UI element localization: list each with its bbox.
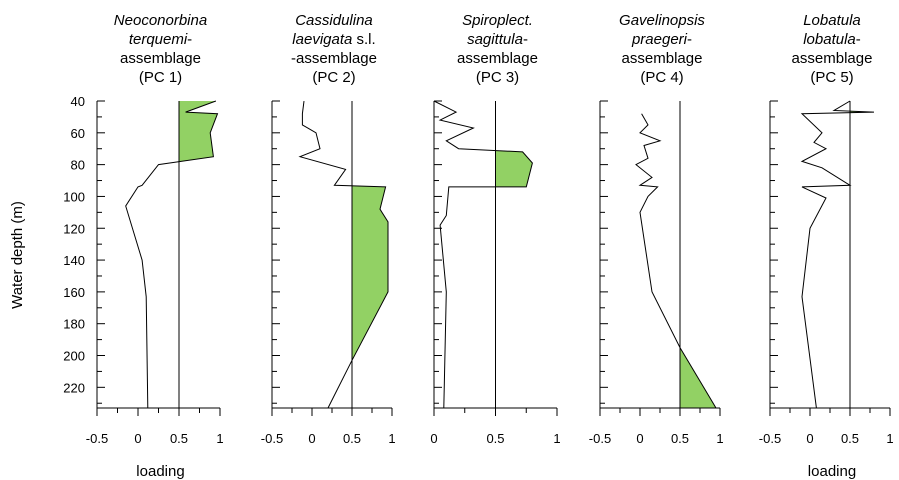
panel-2-title-part: (PC 2) bbox=[312, 69, 355, 86]
panel-4-title-line-4: (PC 4) bbox=[640, 69, 683, 86]
panel-5-x-tick-label: -0.5 bbox=[759, 431, 781, 446]
y-tick-label-220: 220 bbox=[63, 380, 85, 395]
panel-4-title-line-3: assemblage bbox=[622, 50, 703, 67]
panel-5-x-tick-label: 0 bbox=[806, 431, 813, 446]
panel-2-fill-area bbox=[352, 185, 388, 361]
panel-5-title-part: assemblage bbox=[792, 50, 873, 67]
panel-4-title-line-2: praegeri- bbox=[631, 31, 692, 48]
y-tick-label-100: 100 bbox=[63, 189, 85, 204]
panel-5-x-axis-label: loading bbox=[808, 463, 856, 480]
y-axis-label: Water depth (m) bbox=[9, 201, 26, 309]
panel-4-title-part: (PC 4) bbox=[640, 69, 683, 86]
panel-1-x-tick-label: 1 bbox=[216, 431, 223, 446]
panel-1-x-axis-label: loading bbox=[136, 463, 184, 480]
panel-3-x-tick-label: 0 bbox=[430, 431, 437, 446]
panel-3-title-part: assemblage bbox=[457, 50, 538, 67]
panel-1-title-part: (PC 1) bbox=[139, 69, 182, 86]
panel-2-title-line-3: -assemblage bbox=[291, 50, 377, 67]
panel-1-title-line-2: terquemi- bbox=[129, 31, 192, 48]
panel-1-x-tick-label: 0 bbox=[134, 431, 141, 446]
panel-2-x-tick-label: 1 bbox=[388, 431, 395, 446]
panel-4-title-part: praegeri bbox=[631, 31, 688, 48]
panel-2-loading-curve bbox=[298, 100, 389, 409]
panel-5-title-part: Lobatula bbox=[803, 12, 861, 29]
panel-5-title-line-1: Lobatula bbox=[803, 12, 861, 29]
panel-4-title-line-1: Gavelinopsis bbox=[619, 12, 705, 29]
panel-3-title-part: sagittula bbox=[467, 31, 523, 48]
panel-1-title-part: terquemi bbox=[129, 31, 188, 48]
panel-5-title-part: lobatula bbox=[803, 31, 856, 48]
panel-2-title-part: s.l. bbox=[352, 31, 375, 48]
panel-4-x-tick-label: 0.5 bbox=[671, 431, 689, 446]
panel-4-title-part: - bbox=[687, 31, 692, 48]
panel-5-title-part: (PC 5) bbox=[810, 69, 853, 86]
panel-1-title-line-3: assemblage bbox=[120, 50, 201, 67]
panel-5-loading-curve bbox=[800, 100, 875, 409]
y-tick-label-200: 200 bbox=[63, 349, 85, 364]
panel-3-x-tick-label: 1 bbox=[553, 431, 560, 446]
panel-3-fill-area bbox=[495, 150, 533, 187]
panel-2-title-part: -assemblage bbox=[291, 50, 377, 67]
panel-1-title-line-4: (PC 1) bbox=[139, 69, 182, 86]
panel-5-x-tick-label: 1 bbox=[886, 431, 893, 446]
panel-4-title-part: Gavelinopsis bbox=[619, 12, 705, 29]
panel-5-title-line-4: (PC 5) bbox=[810, 69, 853, 86]
panel-3-title-part: Spiroplect. bbox=[462, 12, 533, 29]
panel-1-loading-curve bbox=[125, 100, 219, 409]
panel-5-title-part: - bbox=[856, 31, 861, 48]
panel-4-x-tick-label: -0.5 bbox=[589, 431, 611, 446]
panel-4-x-tick-label: 1 bbox=[716, 431, 723, 446]
panel-2-title-line-2: laevigata s.l. bbox=[292, 31, 375, 48]
panel-2-title-line-1: Cassidulina bbox=[295, 12, 373, 29]
panel-2-title-part: Cassidulina bbox=[295, 12, 373, 29]
panel-3-title-line-2: sagittula- bbox=[467, 31, 528, 48]
panel-3-title-line-4: (PC 3) bbox=[476, 69, 519, 86]
panel-2-x-tick-label: 0 bbox=[308, 431, 315, 446]
y-tick-label-180: 180 bbox=[63, 317, 85, 332]
panel-4-loading-curve bbox=[635, 113, 717, 409]
panel-3-x-tick-label: 0.5 bbox=[486, 431, 504, 446]
panel-1-title-part: - bbox=[187, 31, 192, 48]
y-tick-label-160: 160 bbox=[63, 285, 85, 300]
panel-5-x-tick-label: 0.5 bbox=[841, 431, 859, 446]
panel-3-loading-curve bbox=[433, 100, 533, 409]
panel-3-title-line-1: Spiroplect. bbox=[462, 12, 533, 29]
panel-1-x-tick-label: -0.5 bbox=[86, 431, 108, 446]
panel-1-x-tick-label: 0.5 bbox=[170, 431, 188, 446]
panel-3-title-part: (PC 3) bbox=[476, 69, 519, 86]
panel-5-title-line-3: assemblage bbox=[792, 50, 873, 67]
y-tick-label-120: 120 bbox=[63, 221, 85, 236]
panel-4-x-tick-label: 0 bbox=[636, 431, 643, 446]
panel-1-fill-area bbox=[179, 101, 218, 162]
y-tick-label-60: 60 bbox=[71, 126, 85, 141]
y-tick-label-80: 80 bbox=[71, 158, 85, 173]
panel-3-title-line-3: assemblage bbox=[457, 50, 538, 67]
panel-2-x-tick-label: -0.5 bbox=[261, 431, 283, 446]
y-tick-label-140: 140 bbox=[63, 253, 85, 268]
panel-1-title-line-1: Neoconorbina bbox=[114, 12, 207, 29]
panel-2-title-line-4: (PC 2) bbox=[312, 69, 355, 86]
panel-5-title-line-2: lobatula- bbox=[803, 31, 861, 48]
panel-3-title-part: - bbox=[523, 31, 528, 48]
y-tick-label-40: 40 bbox=[71, 94, 85, 109]
panel-1-title-part: assemblage bbox=[120, 50, 201, 67]
panel-2-x-tick-label: 0.5 bbox=[343, 431, 361, 446]
panel-1-title-part: Neoconorbina bbox=[114, 12, 207, 29]
panel-2-title-part: laevigata bbox=[292, 31, 352, 48]
panel-4-title-part: assemblage bbox=[622, 50, 703, 67]
